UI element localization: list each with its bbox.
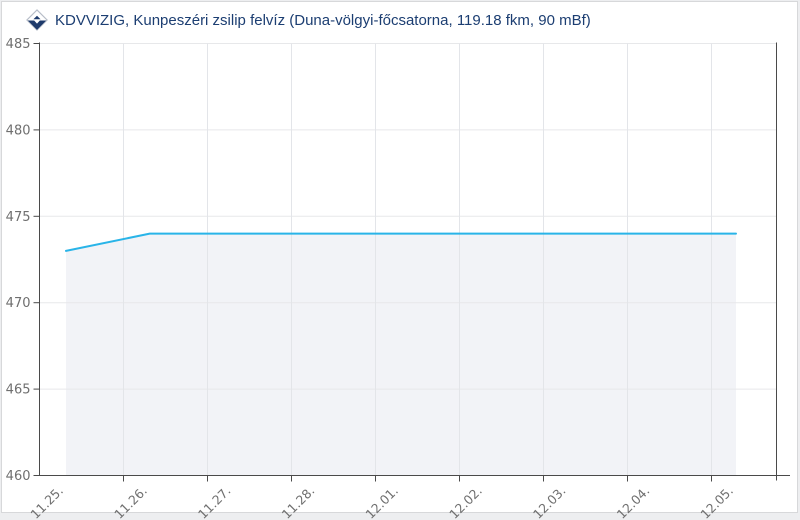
y-tick-label: 475 xyxy=(6,210,31,225)
horizontal-gridlines xyxy=(40,43,777,390)
x-tick-label: 12.01. xyxy=(362,483,401,520)
area-series xyxy=(66,233,736,476)
y-tick-label: 485 xyxy=(6,37,31,52)
x-tick-label: 12.04. xyxy=(614,483,653,520)
x-tick-label: 12.05. xyxy=(697,483,736,520)
water-logo-icon xyxy=(26,9,48,31)
axes xyxy=(39,42,790,476)
y-tick-label: 465 xyxy=(6,383,31,398)
x-tick-label: 11.25. xyxy=(27,483,66,520)
x-tick-label: 11.26. xyxy=(111,483,150,520)
chart-header: KDVVIZIG, Kunpeszéri zsilip felvíz (Duna… xyxy=(26,6,591,34)
x-tick-label: 12.02. xyxy=(446,483,485,520)
y-tick-label: 470 xyxy=(6,296,31,311)
chart-title: KDVVIZIG, Kunpeszéri zsilip felvíz (Duna… xyxy=(55,11,591,29)
y-axis-ticks: 460 465 470 475 480 485 xyxy=(6,37,40,484)
x-tick-label: 11.28. xyxy=(279,483,318,520)
x-axis-labels: 11.25. 11.26. 11.27. 11.28. 12.01. 12.02. 12.0… xyxy=(27,483,736,520)
x-axis-ticks xyxy=(123,475,777,482)
y-tick-label: 480 xyxy=(6,123,31,138)
y-tick-label: 460 xyxy=(6,469,31,484)
vertical-gridlines xyxy=(123,43,712,476)
line-series xyxy=(65,232,737,252)
x-tick-label: 11.27. xyxy=(195,483,234,520)
x-tick-label: 12.03. xyxy=(530,483,569,520)
